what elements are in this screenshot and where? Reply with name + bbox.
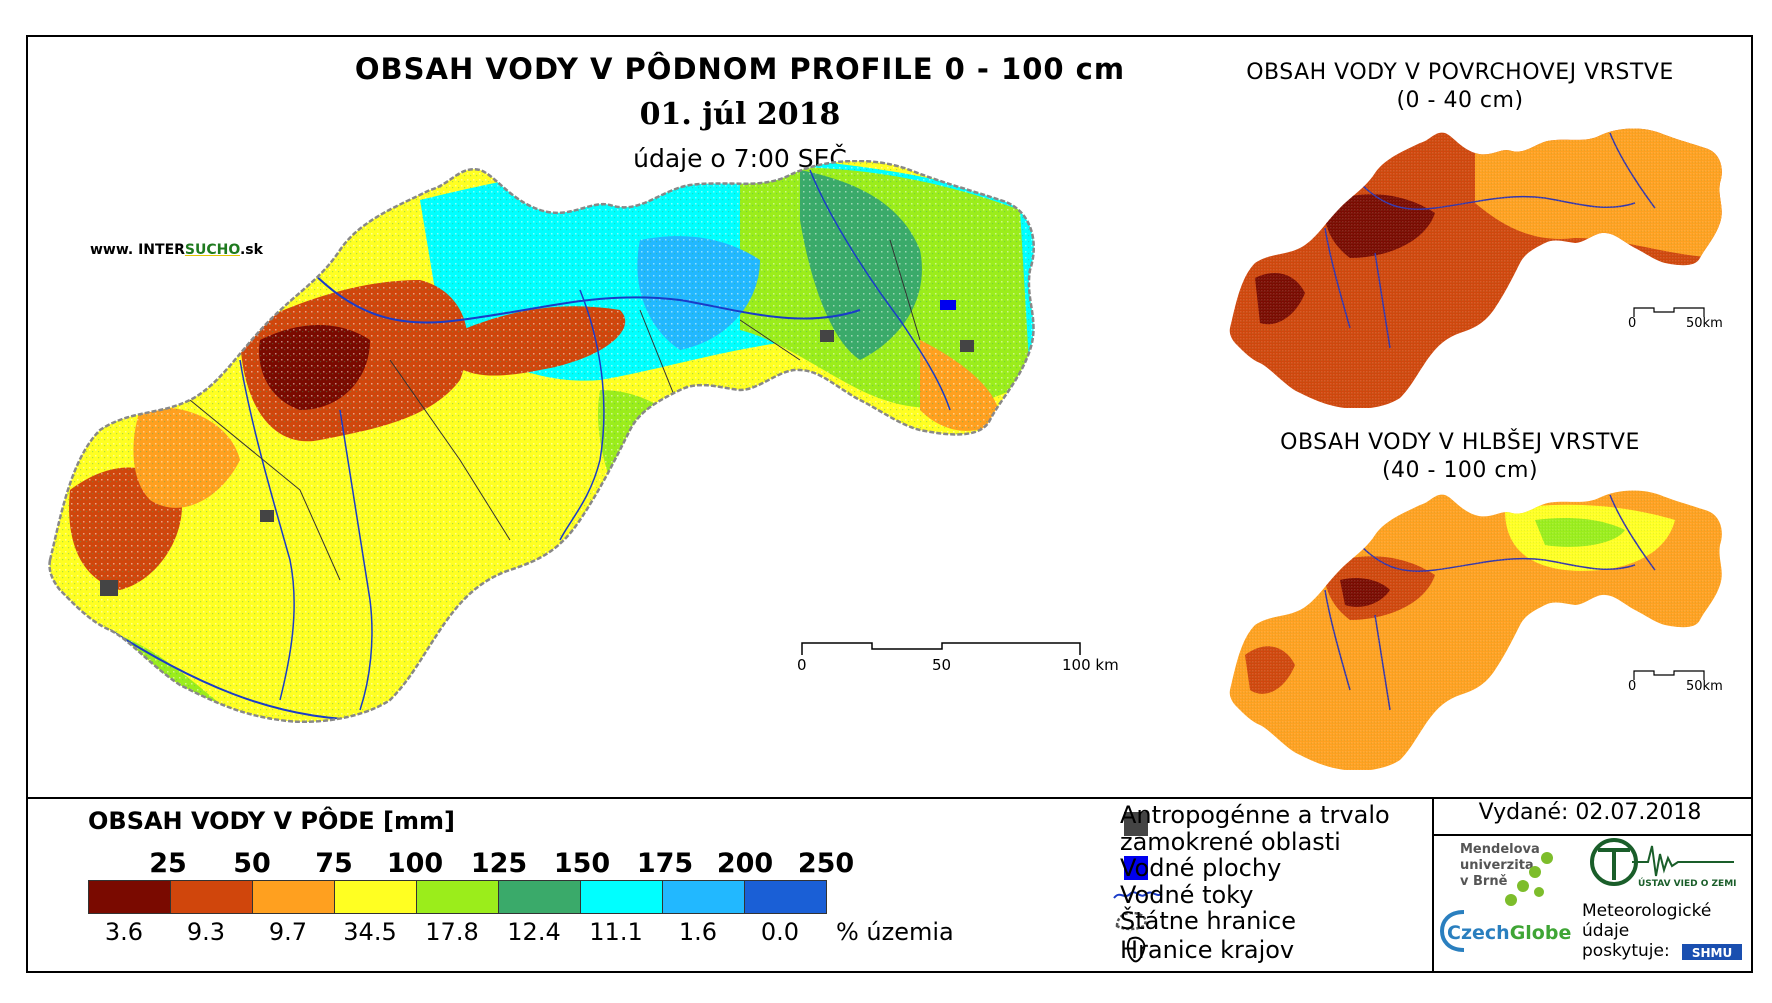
legend-swatch	[252, 880, 335, 914]
mendel-line-3: v Brně	[1460, 874, 1508, 889]
legend-swatch	[416, 880, 499, 914]
legend-break: 75	[315, 848, 353, 879]
ustav-vied-o-zemi-logo-icon: ÚSTAV VIED O ZEMI	[1590, 838, 1737, 889]
legend-percent-unit: % územia	[836, 918, 954, 946]
main-scale-label-0: 0	[797, 656, 807, 674]
legend-break: 200	[716, 848, 774, 879]
inset-top-scale-label-0: 0	[1628, 316, 1637, 331]
anthropogenic-area-icon	[1124, 812, 1148, 836]
inset-top-scale-bar	[1633, 307, 1705, 317]
legend-percent: 9.7	[268, 918, 308, 946]
legend-percent: 3.6	[104, 918, 144, 946]
inset-bottom-subtitle: (40 - 100 cm)	[1381, 458, 1539, 483]
anthropogenic-label-2: zamokrené oblasti	[1120, 828, 1341, 856]
mendel-line-2: univerzita	[1460, 858, 1534, 873]
main-soil-water-map	[48, 160, 1035, 724]
legend-percent: 9.3	[186, 918, 226, 946]
inset-bottom-scale-bar	[1633, 670, 1705, 680]
legend-percent: 12.4	[507, 918, 561, 946]
legend-percent: 11.1	[589, 918, 643, 946]
legend-break: 125	[470, 848, 528, 879]
legend-swatch	[498, 880, 581, 914]
state-border-outline	[48, 160, 1035, 724]
ustav-logo-text: ÚSTAV VIED O ZEMI	[1638, 877, 1737, 889]
legend-percent: 34.5	[343, 918, 397, 946]
legend-swatch	[580, 880, 663, 914]
issued-date: Vydané: 02.07.2018	[1478, 800, 1702, 825]
legend-break: 250	[797, 848, 855, 879]
legend-swatch	[88, 880, 171, 914]
legend-divider	[26, 797, 1753, 799]
main-scale-label-100: 100 km	[1062, 656, 1119, 674]
water-stream-icon	[1113, 891, 1163, 899]
inset-bottom-title: OBSAH VODY V HLBŠEJ VRSTVE	[1280, 430, 1640, 455]
shmu-logo-text: SHMU	[1692, 946, 1732, 960]
legend-percent: 1.6	[678, 918, 718, 946]
czechglobe-logo-icon	[1439, 910, 1465, 952]
legend-break: 150	[553, 848, 611, 879]
legend-swatch	[744, 880, 827, 914]
info-divider	[1432, 797, 1434, 973]
meteo-line-1: Meteorologické	[1582, 901, 1712, 921]
meteo-line-3: poskytuje:	[1582, 941, 1670, 961]
shmu-logo-icon: SHMU	[1682, 944, 1742, 960]
main-map-date: 01. júl 2018	[639, 97, 841, 132]
legend-swatch	[662, 880, 745, 914]
anthropogenic-label-1: Antropogénne a trvalo	[1120, 801, 1390, 829]
inset-top-subtitle: (0 - 40 cm)	[1396, 88, 1524, 113]
legend-break: 25	[149, 848, 187, 879]
legend-break: 100	[386, 848, 444, 879]
inset-top-scale-label-50: 50km	[1686, 316, 1723, 331]
legend-break: 50	[233, 848, 271, 879]
meteo-line-2: údaje	[1582, 921, 1630, 941]
inset-surface-layer-map	[1229, 128, 1722, 408]
water-streams-label: Vodné toky	[1120, 881, 1254, 909]
legend-percent: 17.8	[425, 918, 479, 946]
issued-divider	[1432, 834, 1753, 836]
legend-percent: 0.0	[760, 918, 800, 946]
mendel-logo-icon	[1505, 852, 1553, 906]
water-body-icon	[1124, 856, 1148, 880]
legend-swatch	[334, 880, 417, 914]
website-link[interactable]: www. INTERSUCHO.sk	[90, 242, 263, 258]
inset-top-title: OBSAH VODY V POVRCHOVEJ VRSTVE	[1246, 60, 1674, 85]
water-bodies-label: Vodné plochy	[1120, 854, 1282, 882]
inset-bottom-scale-label-0: 0	[1628, 679, 1637, 694]
main-map-title: OBSAH VODY V PÔDNOM PROFILE 0 - 100 cm	[354, 52, 1126, 86]
meteo-provider-text: Meteorologické údaje poskytuje:	[1582, 901, 1711, 961]
region-border-label: Hranice krajov	[1120, 936, 1295, 964]
legend-break: 175	[636, 848, 694, 879]
main-scale-bar	[801, 642, 1081, 655]
state-border-icon	[1115, 911, 1147, 931]
main-scale-label-50: 50	[932, 656, 952, 674]
legend-swatch	[170, 880, 253, 914]
inset-deep-layer-map	[1229, 490, 1722, 770]
region-border-icon	[1126, 936, 1146, 963]
state-border-label: Štátne hranice	[1120, 907, 1296, 935]
legend-title: OBSAH VODY V PÔDE [mm]	[88, 807, 456, 835]
inset-bottom-scale-label-50: 50km	[1686, 679, 1723, 694]
czechglobe-logo-text: CzechGlobe	[1447, 922, 1572, 944]
mendel-line-1: Mendelova	[1460, 842, 1540, 857]
